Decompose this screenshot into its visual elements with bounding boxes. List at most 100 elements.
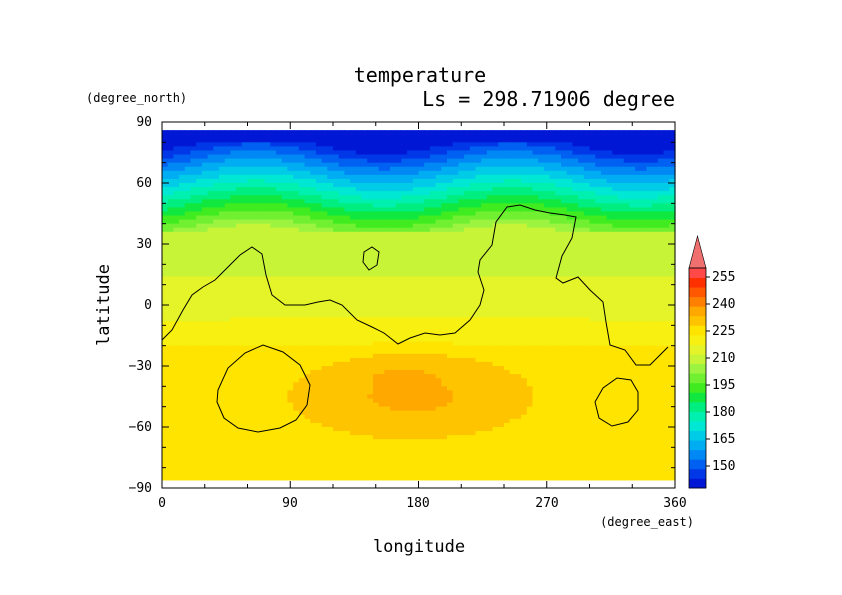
field-cell <box>486 223 494 229</box>
field-cell <box>532 203 539 208</box>
field-cell <box>407 231 414 237</box>
field-cell <box>429 321 437 326</box>
field-cell <box>378 321 385 326</box>
field-cell <box>486 195 494 200</box>
field-cell <box>504 162 511 168</box>
field-cell <box>350 174 357 180</box>
field-cell <box>321 244 328 249</box>
field-cell <box>543 341 551 347</box>
field-cell <box>310 313 317 318</box>
field-cell <box>247 353 254 359</box>
field-cell <box>578 288 585 294</box>
field-cell <box>304 337 311 343</box>
field-cell <box>412 219 420 225</box>
field-cell <box>486 174 494 180</box>
field-cell <box>618 219 625 225</box>
field-cell <box>635 150 642 156</box>
field-cell <box>538 260 545 265</box>
field-cell <box>372 244 380 249</box>
field-cell <box>509 309 516 314</box>
field-cell <box>464 195 471 200</box>
field-cell <box>179 203 186 208</box>
field-cell <box>538 300 545 306</box>
field-cell <box>618 333 625 339</box>
field-cell <box>378 231 385 237</box>
field-cell <box>230 268 237 274</box>
field-cell <box>361 268 368 274</box>
field-cell <box>298 211 306 217</box>
field-cell <box>293 223 300 229</box>
field-cell <box>219 223 226 229</box>
field-cell <box>350 142 357 147</box>
field-cell <box>469 345 477 351</box>
field-cell <box>190 203 197 208</box>
field-cell <box>469 292 477 298</box>
field-cell <box>367 195 374 200</box>
field-cell <box>179 227 186 233</box>
field-cell <box>447 138 454 143</box>
field-cell <box>333 329 340 335</box>
field-cell <box>327 280 334 286</box>
field-cell <box>407 317 414 322</box>
field-cell <box>407 130 414 135</box>
field-cell <box>595 227 602 233</box>
field-cell <box>498 280 505 286</box>
field-cell <box>452 349 459 355</box>
field-cell <box>481 215 488 221</box>
field-cell <box>350 264 357 269</box>
field-cell <box>287 260 294 265</box>
field-cell <box>310 227 317 233</box>
field-cell <box>618 150 625 156</box>
field-cell <box>549 227 556 233</box>
field-cell <box>595 284 602 290</box>
field-cell <box>612 256 619 261</box>
field-cell <box>447 195 454 200</box>
field-cell <box>276 195 283 200</box>
field-cell <box>646 280 653 286</box>
field-cell <box>293 349 300 355</box>
field-cell <box>258 195 266 200</box>
field-cell <box>247 309 254 314</box>
field-cell <box>253 353 260 359</box>
field-cell <box>333 321 340 326</box>
field-cell <box>287 284 294 290</box>
field-cell <box>270 333 277 339</box>
field-cell <box>657 162 665 168</box>
field-cell <box>429 158 437 164</box>
field-cell <box>640 300 648 306</box>
field-cell <box>378 349 385 355</box>
field-cell <box>447 288 454 294</box>
field-cell <box>196 227 203 233</box>
field-cell <box>657 305 665 310</box>
field-cell <box>543 309 551 314</box>
field-cell <box>538 276 545 282</box>
field-cell <box>361 134 368 139</box>
field-cell <box>327 272 334 278</box>
field-cell <box>669 284 676 290</box>
field-cell <box>669 268 676 274</box>
field-cell <box>293 150 300 156</box>
field-cell <box>441 317 448 322</box>
field-cell <box>372 321 380 326</box>
field-cell <box>566 305 573 310</box>
field-cell <box>281 183 288 188</box>
field-cell <box>367 207 374 213</box>
field-cell <box>395 337 402 343</box>
field-cell <box>498 227 505 233</box>
field-cell <box>321 296 328 302</box>
field-cell <box>361 146 368 152</box>
field-cell <box>578 349 585 355</box>
field-cell <box>412 215 420 221</box>
field-cell <box>213 219 220 225</box>
field-cell <box>543 244 551 249</box>
field-cell <box>338 353 345 359</box>
field-cell <box>310 276 317 282</box>
field-cell <box>196 183 203 188</box>
field-cell <box>606 170 613 176</box>
field-cell <box>247 349 254 355</box>
field-cell <box>407 248 414 253</box>
field-cell <box>515 183 522 188</box>
field-cell <box>612 138 619 143</box>
field-cell <box>207 288 214 294</box>
field-cell <box>281 191 288 196</box>
